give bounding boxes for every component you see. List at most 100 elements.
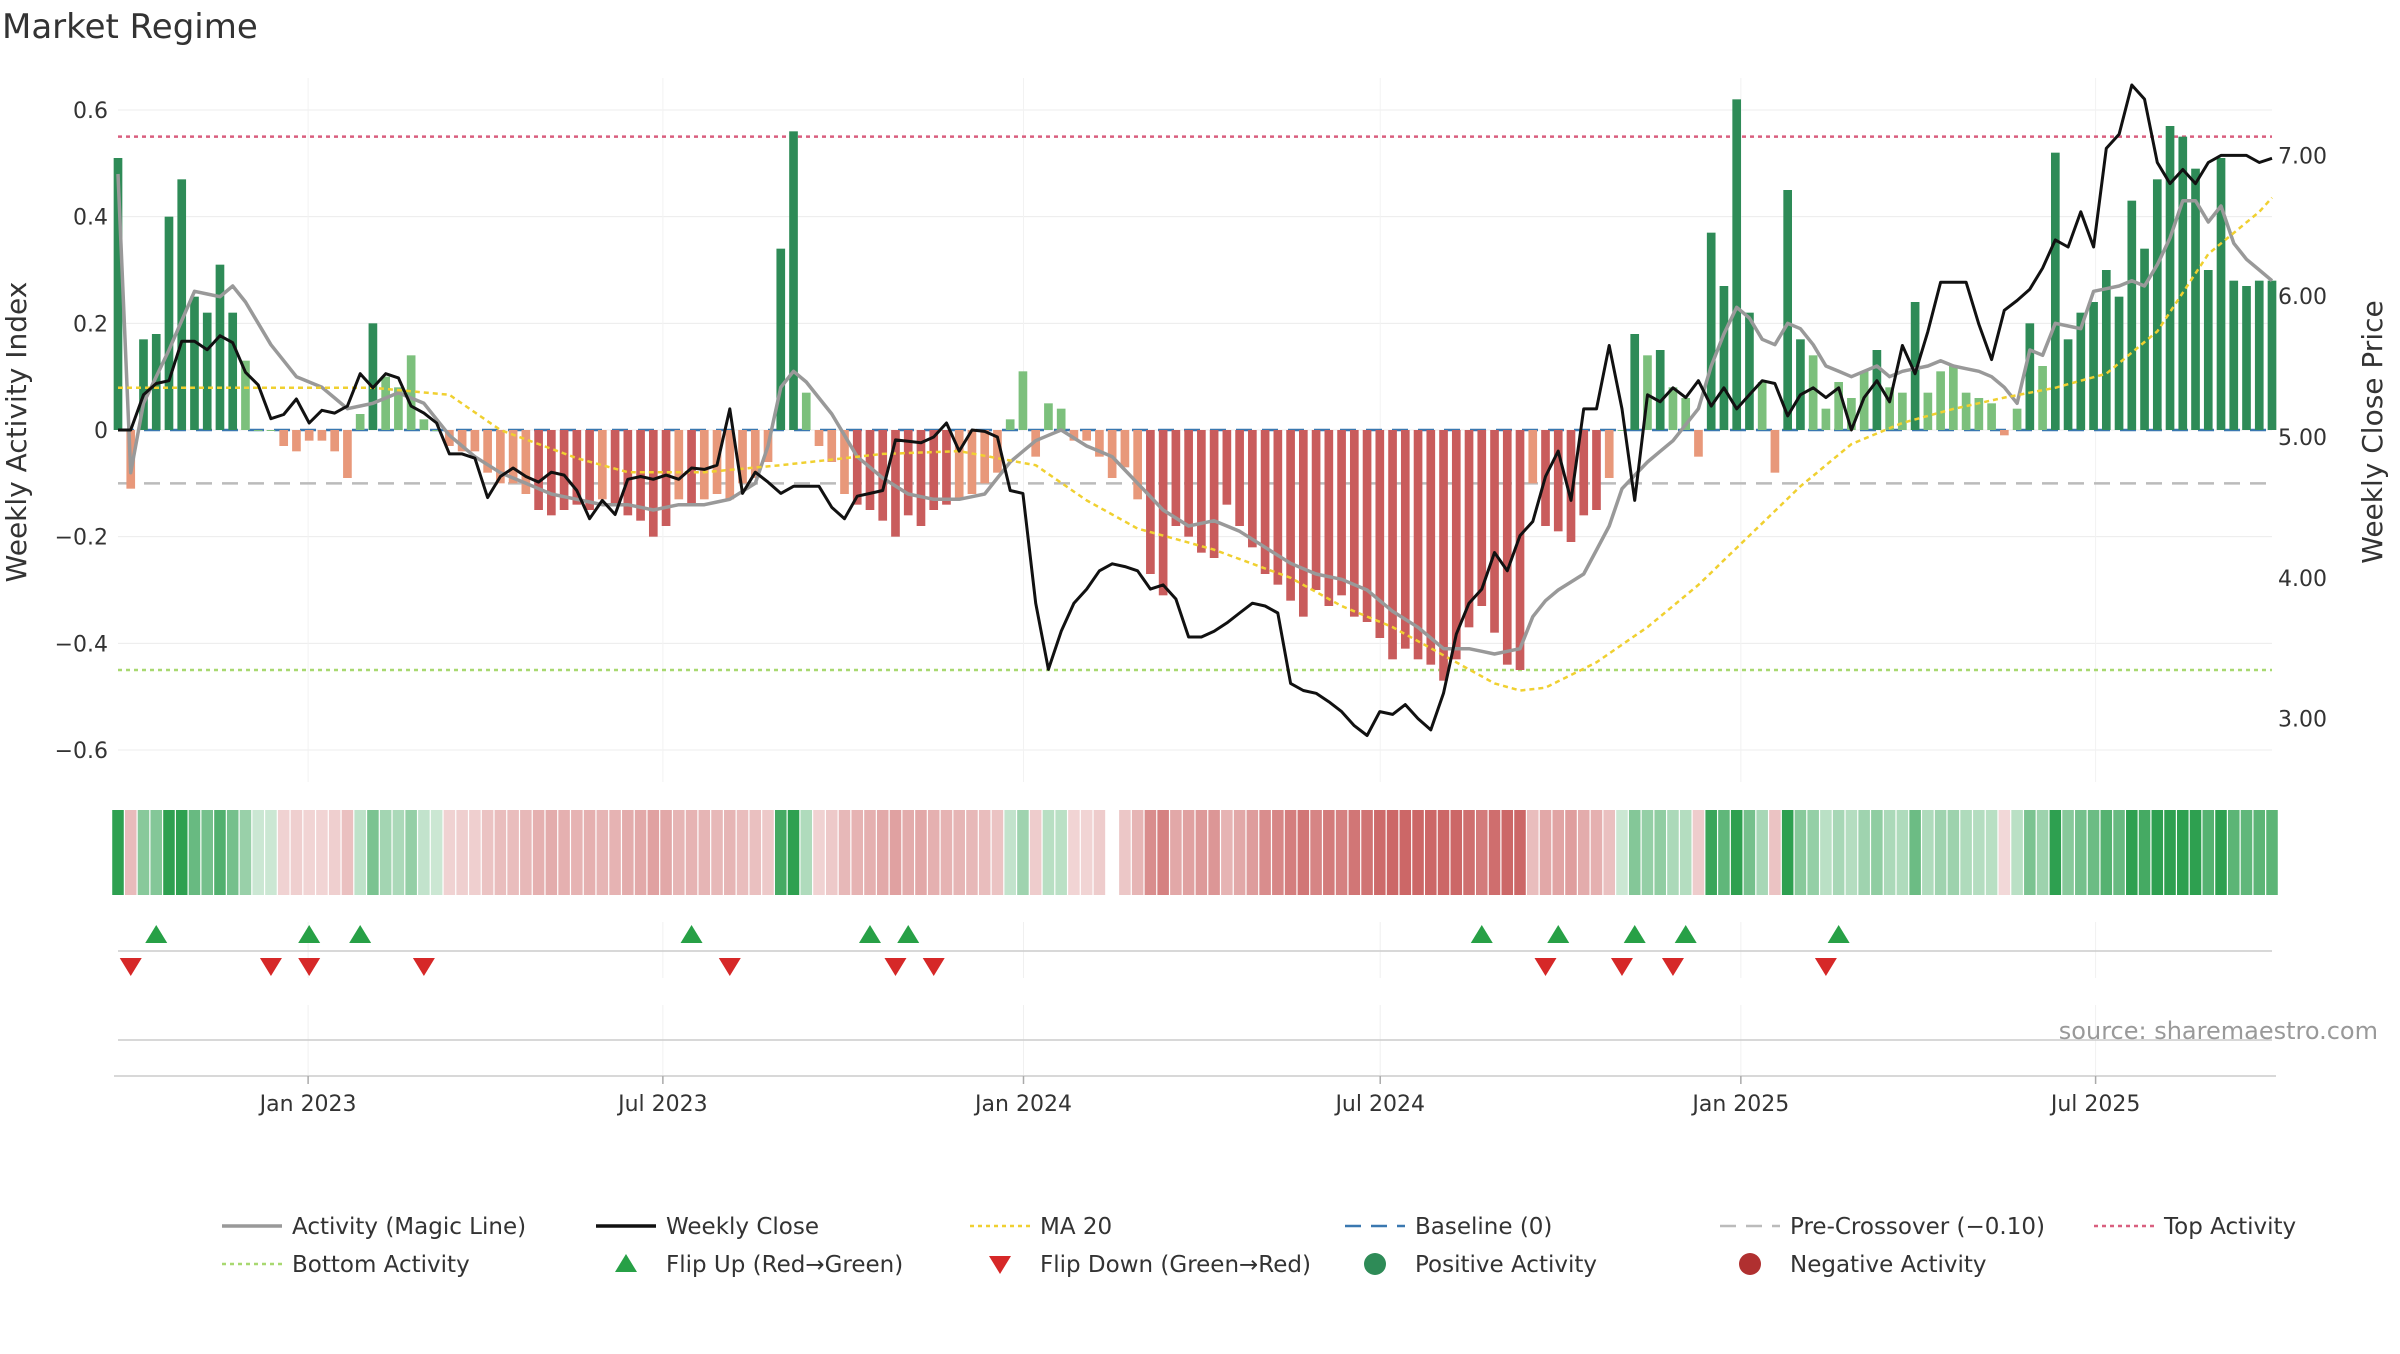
activity-bar (1349, 430, 1359, 617)
regime-strip (112, 810, 2278, 895)
y-right-tick-label: 3.00 (2278, 708, 2327, 733)
activity-bar (1044, 403, 1053, 430)
activity-bar (508, 430, 518, 484)
regime-cell (1335, 810, 1348, 895)
regime-cell (1667, 810, 1679, 895)
regime-cell (443, 810, 456, 895)
regime-cell (520, 810, 532, 895)
regime-cell (838, 810, 851, 895)
regime-cell (112, 810, 124, 895)
regime-cell (915, 810, 927, 895)
flip-up-marker (349, 925, 372, 943)
regime-cell (2126, 810, 2138, 895)
regime-cell (430, 810, 443, 895)
flip-up-marker (858, 925, 881, 943)
regime-cell (1998, 810, 2011, 895)
regime-cell (1157, 810, 1169, 895)
activity-bar (954, 430, 964, 500)
activity-bar (1273, 430, 1283, 585)
flip-up-marker (298, 925, 321, 943)
activity-bar (1171, 430, 1181, 526)
activity-bar (2178, 136, 2188, 430)
regime-cell (876, 810, 889, 895)
activity-bar (1069, 430, 1079, 441)
x-tick-label: Jul 2025 (2049, 1092, 2141, 1117)
legend-label: Pre-Crossover (−0.10) (1790, 1214, 2045, 1240)
activity-bar (1770, 430, 1780, 473)
activity-bar (572, 430, 582, 505)
flip-down-marker (1534, 958, 1557, 976)
regime-cell (2062, 810, 2074, 895)
activity-bar (1362, 430, 1372, 622)
regime-cell (1412, 810, 1424, 895)
regime-cell (1832, 810, 1845, 895)
activity-bar (1286, 430, 1295, 601)
regime-cell (418, 810, 430, 895)
legend-swatch (1739, 1253, 1761, 1275)
regime-cell (1004, 810, 1016, 895)
activity-bar (1898, 392, 1907, 430)
flip-up-marker (145, 925, 168, 943)
x-tick-label: Jan 2024 (973, 1092, 1072, 1117)
regime-cell (1374, 810, 1386, 895)
regime-cell (1348, 810, 1361, 895)
regime-cell (1590, 810, 1603, 895)
regime-cell (1246, 810, 1259, 895)
activity-bar (2165, 126, 2175, 430)
regime-cell (188, 810, 201, 895)
activity-bar (1643, 355, 1652, 430)
regime-cell (2177, 810, 2189, 895)
regime-cell (685, 810, 698, 895)
regime-cell (1769, 810, 1781, 895)
activity-bar (1235, 430, 1244, 526)
regime-cell (1514, 810, 1526, 895)
activity-bar (457, 430, 467, 452)
regime-cell (1450, 810, 1463, 895)
activity-bar (432, 430, 441, 431)
regime-cell (239, 810, 252, 895)
activity-bar (1910, 302, 1920, 430)
regime-cell (609, 810, 621, 895)
x-tick-label: Jan 2025 (1690, 1092, 1789, 1117)
flip-up-marker (1674, 925, 1697, 943)
flip-up-marker (897, 925, 920, 943)
regime-cell (1718, 810, 1730, 895)
activity-bar (967, 430, 977, 494)
regime-cell (2151, 810, 2164, 895)
regime-cell (825, 810, 838, 895)
source-label: source: sharemaestro.com (2059, 1017, 2378, 1045)
legend-item: Flip Up (Red→Green) (615, 1252, 903, 1278)
flip-down-marker (884, 958, 907, 976)
y-left-axis-title: Weekly Activity Index (0, 282, 33, 583)
activity-bar (215, 264, 225, 430)
activity-bar (266, 430, 276, 431)
regime-cell (724, 810, 736, 895)
regime-cell (940, 810, 953, 895)
activity-bar (253, 430, 263, 431)
regime-cell (1947, 810, 1960, 895)
regime-cell (749, 810, 762, 895)
regime-cell (379, 810, 392, 895)
regime-cell (1272, 810, 1284, 895)
activity-bar (942, 430, 951, 505)
y-left-tick-label: 0 (94, 419, 108, 444)
activity-bar (1783, 190, 1793, 430)
regime-cell (367, 810, 379, 895)
regime-cell (226, 810, 239, 895)
regime-cell (1526, 810, 1539, 895)
activity-bar (368, 323, 378, 430)
regime-cell (1705, 810, 1717, 895)
activity-bar (1847, 398, 1856, 430)
regime-cell (1820, 810, 1832, 895)
legend-item: Pre-Crossover (−0.10) (1720, 1214, 2045, 1240)
activity-bar (1400, 430, 1410, 649)
regime-cell (1055, 810, 1067, 895)
activity-bar (381, 376, 390, 430)
activity-bar (814, 430, 824, 446)
regime-cell (787, 810, 800, 895)
regime-cell (137, 810, 150, 895)
regime-cell (1641, 810, 1654, 895)
regime-cell (481, 810, 494, 895)
regime-cell (532, 810, 545, 895)
activity-bar (1311, 430, 1321, 590)
